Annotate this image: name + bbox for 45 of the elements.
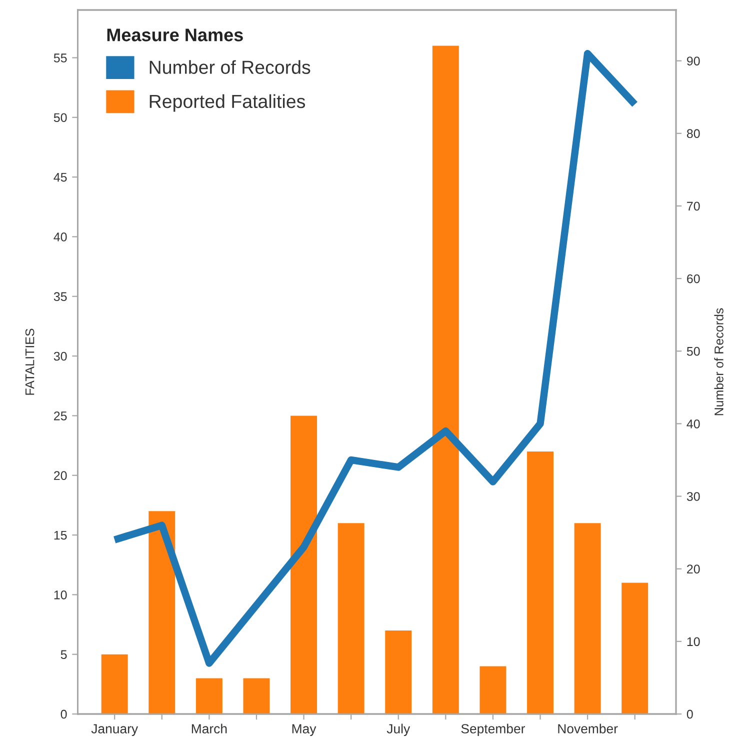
y2-tick-label: 40 [686, 419, 700, 428]
y2-tick-label: 0 [686, 710, 693, 719]
y2-tick-label: 30 [686, 492, 700, 501]
y-tick-label: 40 [54, 232, 67, 242]
bar [574, 523, 601, 714]
bar [622, 582, 648, 714]
y-tick-label: 5 [60, 650, 67, 659]
x-tick-label: November [558, 724, 618, 734]
bar [480, 666, 506, 714]
y-tick-label: 30 [54, 352, 67, 361]
y-tick-label: 50 [54, 113, 67, 122]
x-tick-label: July [386, 724, 410, 736]
bar [148, 511, 176, 714]
bar [527, 451, 554, 714]
y-axis-title: FATALITIES [25, 328, 34, 395]
bar [290, 416, 318, 714]
y2-tick-label: 70 [687, 202, 700, 211]
bar [243, 678, 270, 714]
bar [196, 678, 222, 714]
bar [101, 654, 128, 714]
x-tick-label: January [91, 724, 138, 736]
y2-tick-label: 20 [687, 564, 700, 574]
legend-title: Measure Names [107, 28, 243, 42]
y2-tick-label: 10 [687, 637, 700, 646]
y-tick-label: 55 [54, 54, 67, 62]
y-tick-label: 25 [54, 411, 67, 420]
bar [432, 46, 459, 714]
bar [338, 523, 364, 714]
bar [385, 630, 412, 714]
y-tick-label: 10 [54, 590, 67, 600]
x-tick-label: May [292, 724, 316, 736]
y-tick-label: 45 [54, 172, 67, 182]
y-tick-label: 15 [54, 530, 67, 540]
y-tick-label: 20 [54, 471, 67, 480]
y2-axis-title: Number of Records [714, 308, 724, 416]
legend-label: Number of Records [150, 60, 310, 74]
legend-label: Reported Fatalities [150, 94, 306, 112]
y2-tick-label: 80 [686, 129, 700, 138]
y-tick-label: 35 [54, 292, 67, 302]
y2-tick-label: 50 [686, 346, 700, 356]
x-tick-label: March [192, 724, 227, 734]
y-tick-label: 0 [60, 710, 67, 719]
y2-tick-label: 90 [687, 56, 700, 66]
x-tick-label: September [461, 724, 526, 736]
y2-tick-label: 60 [687, 274, 700, 284]
